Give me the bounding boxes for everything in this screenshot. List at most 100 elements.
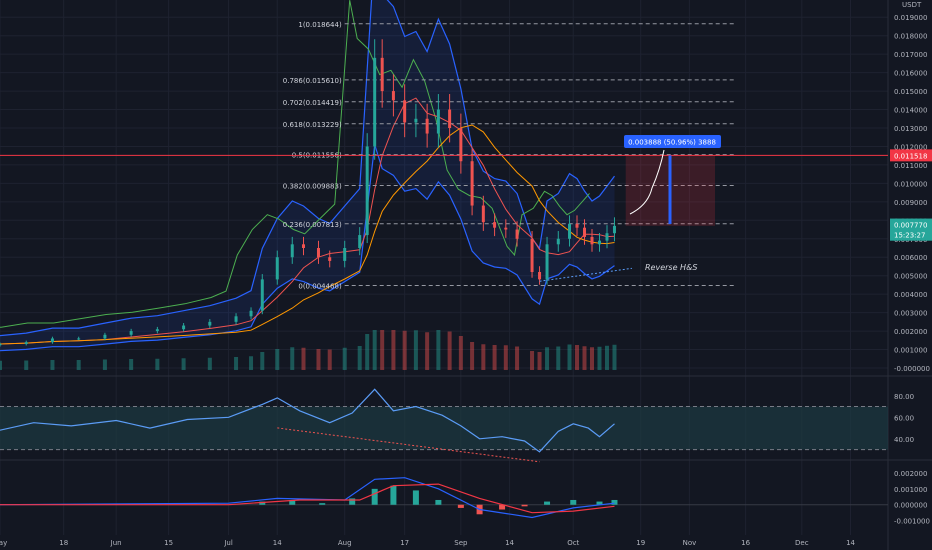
candle-body — [358, 235, 362, 248]
fib-level-label: 1(0.018644) — [298, 21, 342, 29]
date-tick-label: Aug — [338, 539, 352, 547]
fib-level-label: 0.702(0.014419) — [283, 99, 342, 107]
candle-body — [328, 257, 332, 261]
volume-bar — [342, 347, 347, 370]
candle-body — [103, 334, 107, 339]
price-tick-label: 0.009000 — [894, 199, 927, 207]
date-tick-label: 14 — [273, 539, 282, 547]
candle-body — [590, 236, 594, 245]
candle-body — [316, 248, 320, 258]
volume-bar — [515, 346, 520, 370]
volume-bar — [76, 360, 81, 370]
price-tick-label: 0.017000 — [894, 51, 927, 59]
price-label-text: 15:23:27 — [894, 232, 925, 240]
volume-bar — [425, 332, 430, 370]
candle-body — [129, 331, 133, 335]
candle-body — [24, 342, 28, 344]
volume-bar — [301, 347, 306, 370]
volume-bar — [50, 360, 55, 370]
date-tick-label: Oct — [567, 539, 579, 547]
candle-body — [77, 338, 81, 340]
volume-bar — [582, 346, 587, 370]
volume-bar — [575, 345, 580, 370]
currency-label: USDT — [902, 1, 922, 9]
price-tick-label: 0.015000 — [894, 88, 927, 96]
neckline — [539, 267, 633, 282]
candle-body — [234, 316, 238, 322]
candle-body — [208, 321, 212, 326]
volume-bar — [530, 351, 535, 370]
volume-bar — [470, 342, 475, 370]
date-tick-label: Dec — [795, 539, 809, 547]
volume-bar — [612, 344, 617, 370]
date-tick-label: Nov — [683, 539, 697, 547]
rsi-tick-label: 80.00 — [894, 393, 914, 401]
candle-body — [504, 227, 508, 230]
volume-bar — [537, 352, 542, 370]
macd-tick-label: 0.001000 — [894, 486, 927, 494]
candle-body — [365, 146, 369, 236]
candle-body — [414, 118, 418, 123]
candle-body — [50, 338, 54, 343]
macd-tick-label: -0.001000 — [894, 518, 930, 526]
volume-bar — [402, 330, 407, 370]
macd-histogram-bar — [521, 504, 528, 507]
candle-body — [182, 325, 186, 330]
candle-body — [470, 161, 474, 206]
channel-lower-line — [0, 144, 615, 352]
volume-bar — [357, 346, 362, 370]
rsi-band — [0, 406, 888, 450]
volume-bar — [545, 347, 550, 370]
candle-body — [290, 244, 294, 258]
date-tick-label: Sep — [454, 539, 468, 547]
volume-bar — [102, 359, 107, 370]
fib-level-label: 0.786(0.015610) — [283, 77, 342, 85]
macd-signal-line — [0, 483, 615, 514]
volume-bar — [155, 358, 160, 370]
fib-level-label: 0.382(0.009883) — [283, 183, 342, 191]
macd-tick-label: 0.000000 — [894, 502, 927, 510]
candle-body — [568, 224, 572, 239]
rsi-line — [0, 388, 615, 453]
price-tick-label: 0.005000 — [894, 273, 927, 281]
candle-body — [605, 233, 609, 241]
candle-body — [249, 310, 253, 317]
volume-bar — [492, 345, 497, 370]
volume-bar — [316, 349, 321, 370]
macd-histogram-bar — [499, 504, 506, 510]
candle-body — [448, 109, 452, 128]
candle-body — [425, 118, 429, 134]
volume-bar — [207, 357, 212, 370]
volume-bar — [380, 330, 385, 370]
price-label-box — [890, 228, 932, 241]
volume-bar — [503, 345, 508, 370]
date-tick-label: 14 — [505, 539, 514, 547]
candle-body — [0, 344, 2, 346]
price-tick-label: 0.006000 — [894, 254, 927, 262]
candle-body — [530, 238, 534, 272]
volume-bar — [590, 347, 594, 370]
candle-body — [275, 257, 279, 280]
volume-bar — [556, 346, 561, 370]
price-label-text: 0.011518 — [894, 152, 927, 160]
date-tick-label: Jul — [223, 539, 233, 547]
channel-fill — [0, 0, 615, 351]
price-label-box — [890, 149, 932, 162]
lagging-span-line — [0, 0, 590, 328]
volume-bar — [567, 344, 572, 370]
date-tick-label: 15 — [164, 539, 173, 547]
volume-bar — [365, 334, 370, 370]
candle-body — [301, 244, 305, 248]
volume-bar — [24, 360, 29, 370]
date-tick-label: 16 — [741, 539, 750, 547]
macd-tick-label: 0.002000 — [894, 470, 927, 478]
candle-body — [373, 57, 377, 147]
candle-body — [538, 272, 542, 280]
macd-histogram-bar — [544, 501, 551, 505]
rsi-tick-label: 40.00 — [894, 436, 914, 444]
volume-bar — [597, 346, 602, 370]
target-label-box — [624, 135, 721, 148]
candle-body — [612, 225, 616, 234]
